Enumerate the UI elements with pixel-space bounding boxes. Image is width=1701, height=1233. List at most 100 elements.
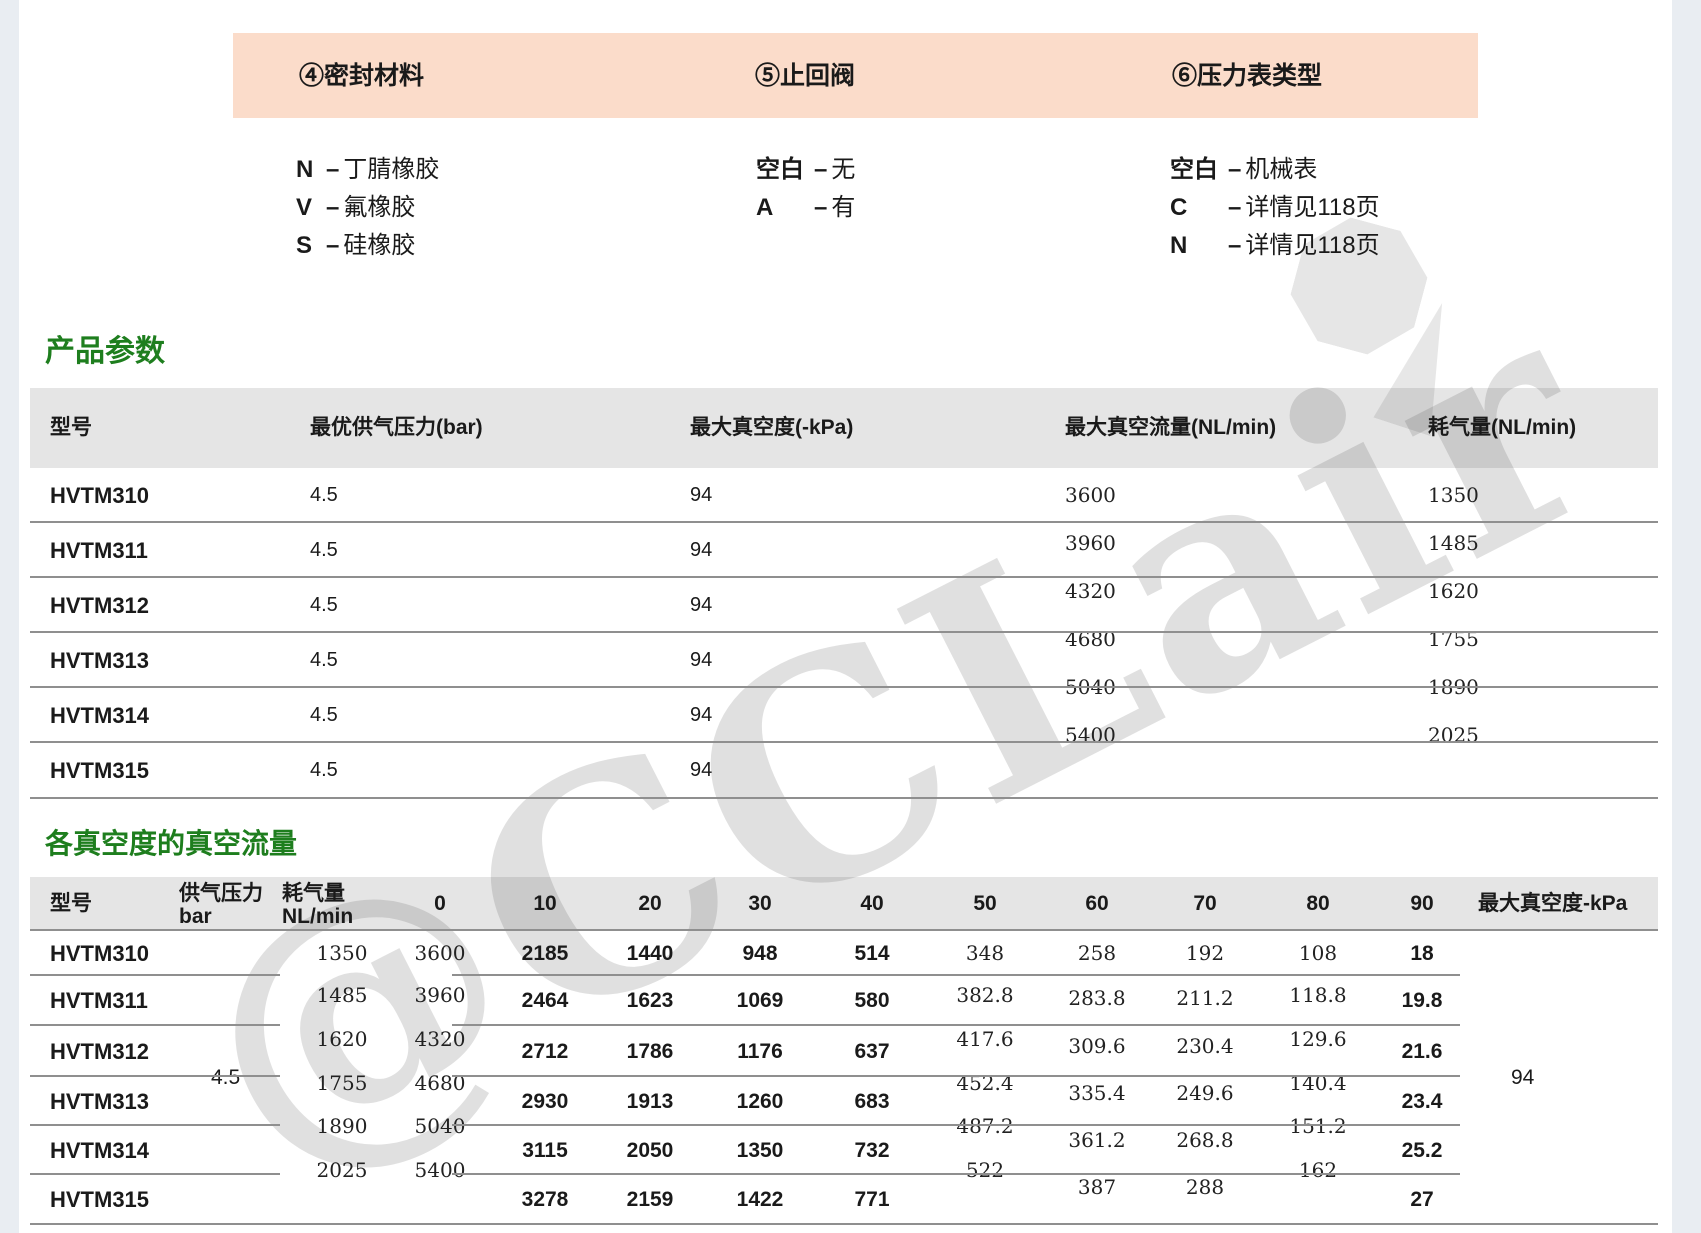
table-row: HVTM313 1755 4680 2930 1913 1260 683 452… bbox=[30, 1071, 1658, 1126]
cell-flow-90: 21.6 bbox=[1401, 1040, 1443, 1063]
row-divider bbox=[30, 576, 1658, 578]
column-header-pressure: 最优供气压力(bar) bbox=[310, 416, 483, 439]
table-row: HVTM314 4.5 94 5040 1890 bbox=[30, 675, 1658, 743]
legend-separator: – bbox=[326, 156, 340, 183]
cell-flow-80: 118.8 bbox=[1289, 983, 1347, 1007]
column-header-model: 型号 bbox=[50, 416, 92, 439]
cell-flow-30: 1350 bbox=[736, 1139, 784, 1162]
table-row: HVTM315 2025 5400 3278 2159 1422 771 522… bbox=[30, 1158, 1658, 1225]
column-header-level-80: 80 bbox=[1306, 892, 1330, 915]
cell-flow-70: 249.6 bbox=[1176, 1081, 1234, 1105]
cell-flow-40: 732 bbox=[854, 1139, 890, 1162]
legend-entry: 空白 – 机械表 bbox=[1170, 153, 1317, 187]
cell-flow-40: 514 bbox=[854, 942, 890, 965]
row-divider bbox=[30, 1173, 280, 1175]
cell-flow-50: 348 bbox=[965, 941, 1005, 965]
cell-pressure: 4.5 bbox=[310, 539, 338, 561]
column-header-consumption: 耗气量 NL/min bbox=[282, 877, 402, 936]
cell-model: HVTM313 bbox=[50, 1089, 150, 1114]
cell-flow-30: 1422 bbox=[736, 1188, 784, 1211]
legend-desc: 无 bbox=[831, 156, 856, 183]
cell-model: HVTM312 bbox=[50, 593, 150, 618]
banner-item-check-valve: ⑤止回阀 bbox=[755, 62, 856, 90]
cell-flow-10: 3278 bbox=[521, 1188, 569, 1211]
column-header-level-60: 60 bbox=[1085, 892, 1109, 915]
cell-model: HVTM311 bbox=[50, 538, 148, 563]
cell-flow-70: 192 bbox=[1185, 941, 1225, 965]
column-header-level-50: 50 bbox=[973, 892, 997, 915]
row-divider bbox=[30, 521, 1658, 523]
cell-flow-50: 522 bbox=[965, 1158, 1005, 1182]
cell-flow-40: 771 bbox=[854, 1188, 890, 1211]
header-line: 供气压力 bbox=[179, 882, 263, 905]
table-bottom-border bbox=[30, 797, 1658, 799]
cell-flow-70: 288 bbox=[1185, 1175, 1225, 1199]
cell-flow-60: 309.6 bbox=[1068, 1034, 1126, 1058]
legend-code: S bbox=[296, 232, 313, 259]
cell-flow-80: 129.6 bbox=[1289, 1027, 1347, 1051]
cell-flow-20: 1913 bbox=[626, 1090, 674, 1113]
column-header-vacuum: 最大真空度(-kPa) bbox=[690, 416, 854, 439]
column-header-level-20: 20 bbox=[638, 892, 662, 915]
cell-vacuum: 94 bbox=[690, 594, 713, 616]
cell-flow-80: 140.4 bbox=[1289, 1071, 1347, 1095]
table-row: HVTM314 1890 5040 3115 2050 1350 732 487… bbox=[30, 1114, 1658, 1175]
legend-entry: S – 硅橡胶 bbox=[296, 229, 415, 263]
cell-flow-0: 4680 bbox=[414, 1071, 466, 1095]
cell-consumption: 1350 bbox=[1428, 483, 1479, 507]
row-divider bbox=[30, 686, 1658, 688]
column-header-model: 型号 bbox=[50, 892, 92, 915]
cell-model: HVTM314 bbox=[50, 1138, 150, 1163]
section-title-flow: 各真空度的真空流量 bbox=[45, 828, 298, 859]
column-header-flow: 最大真空流量(NL/min) bbox=[1065, 416, 1277, 439]
legend-separator: – bbox=[814, 194, 828, 221]
parameters-table-header-background bbox=[30, 388, 1658, 468]
cell-flow-50: 452.4 bbox=[956, 1071, 1014, 1095]
cell-consumption: 1485 bbox=[1428, 531, 1479, 555]
column-header-level-40: 40 bbox=[860, 892, 884, 915]
cell-flow-90: 25.2 bbox=[1401, 1139, 1443, 1162]
legend-separator: – bbox=[1228, 194, 1242, 221]
header-line: 耗气量 bbox=[282, 882, 345, 905]
row-divider bbox=[452, 1173, 1460, 1175]
cell-model: HVTM310 bbox=[50, 941, 150, 966]
cell-flow-10: 2185 bbox=[521, 942, 569, 965]
legend-desc: 详情见118页 bbox=[1245, 194, 1380, 221]
cell-flow-60: 387 bbox=[1077, 1175, 1117, 1199]
cell-pressure: 4.5 bbox=[310, 649, 338, 671]
legend-entry: A – 有 bbox=[756, 191, 855, 225]
row-divider bbox=[30, 1124, 280, 1126]
cell-flow-30: 948 bbox=[742, 942, 778, 965]
legend-entry: C – 详情见118页 bbox=[1170, 191, 1380, 225]
cell-flow-80: 151.2 bbox=[1289, 1114, 1347, 1138]
column-header-level-90: 90 bbox=[1410, 892, 1434, 915]
column-header-consumption: 耗气量(NL/min) bbox=[1428, 416, 1577, 439]
cell-flow-90: 18 bbox=[1410, 942, 1434, 965]
cell-flow-70: 268.8 bbox=[1176, 1128, 1234, 1152]
table-row: HVTM310 4.5 94 3600 1350 bbox=[30, 468, 1658, 523]
table-row: HVTM311 4.5 94 3960 1485 bbox=[30, 523, 1658, 578]
legend-desc: 有 bbox=[831, 194, 856, 221]
cell-flow-50: 487.2 bbox=[956, 1114, 1014, 1138]
cell-flow-60: 258 bbox=[1077, 941, 1117, 965]
cell-vacuum: 94 bbox=[690, 649, 713, 671]
row-divider bbox=[452, 1124, 1460, 1126]
legend-desc: 详情见118页 bbox=[1245, 232, 1380, 259]
cell-consumption: 1890 bbox=[316, 1114, 368, 1138]
legend-banner-background bbox=[233, 33, 1478, 118]
cell-flow-40: 637 bbox=[854, 1040, 890, 1063]
header-subline: NL/min bbox=[282, 905, 354, 928]
cell-flow-0: 5400 bbox=[414, 1158, 466, 1182]
legend-separator: – bbox=[326, 232, 340, 259]
cell-flow-20: 2159 bbox=[626, 1188, 674, 1211]
legend-desc: 硅橡胶 bbox=[343, 232, 416, 259]
cell-flow-0: 3600 bbox=[414, 941, 466, 965]
cell-pressure: 4.5 bbox=[310, 704, 338, 726]
cell-flow-50: 417.6 bbox=[956, 1027, 1014, 1051]
cell-flow-50: 382.8 bbox=[956, 983, 1014, 1007]
cell-flow-10: 3115 bbox=[522, 1139, 568, 1162]
cell-flow-10: 2712 bbox=[521, 1040, 569, 1063]
cell-flow: 4320 bbox=[1065, 579, 1116, 603]
